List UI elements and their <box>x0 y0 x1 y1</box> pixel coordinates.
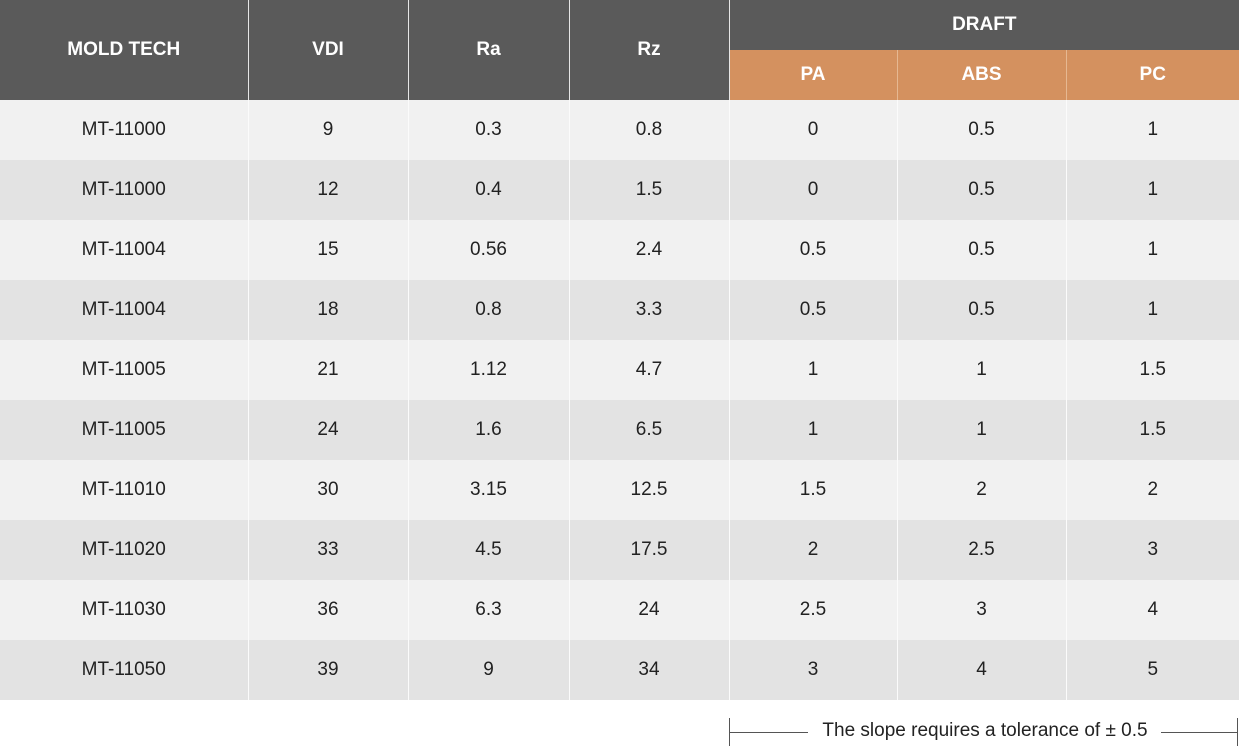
cell-pc: 1 <box>1066 160 1239 220</box>
cell-rz: 1.5 <box>569 160 730 220</box>
table-row: MT-11005 21 1.12 4.7 1 1 1.5 <box>0 340 1239 400</box>
cell-rz: 34 <box>569 640 730 700</box>
cell-ra: 1.6 <box>408 400 570 460</box>
cell-pa: 2.5 <box>729 580 898 640</box>
cell-abs: 2.5 <box>897 520 1067 580</box>
cell-ra: 4.5 <box>408 520 570 580</box>
cell-mold-tech: MT-11000 <box>0 160 249 220</box>
cell-pa: 0 <box>729 160 898 220</box>
cell-rz: 3.3 <box>569 280 730 340</box>
cell-ra: 0.8 <box>408 280 570 340</box>
cell-pa: 0.5 <box>729 280 898 340</box>
cell-ra: 0.3 <box>408 100 570 160</box>
cell-pc: 3 <box>1066 520 1239 580</box>
table-row: MT-11004 15 0.56 2.4 0.5 0.5 1 <box>0 220 1239 280</box>
table-row: MT-11000 12 0.4 1.5 0 0.5 1 <box>0 160 1239 220</box>
cell-pa: 2 <box>729 520 898 580</box>
tolerance-note: The slope requires a tolerance of ± 0.5 <box>822 720 1148 741</box>
bracket-right-line <box>1161 732 1237 733</box>
cell-abs: 2 <box>897 460 1067 520</box>
cell-mold-tech: MT-11005 <box>0 340 249 400</box>
cell-pc: 1 <box>1066 100 1239 160</box>
table-row: MT-11030 36 6.3 24 2.5 3 4 <box>0 580 1239 640</box>
cell-mold-tech: MT-11004 <box>0 220 249 280</box>
table-row: MT-11050 39 9 34 3 4 5 <box>0 640 1239 700</box>
cell-mold-tech: MT-11050 <box>0 640 249 700</box>
mold-tech-table: MOLD TECH VDI Ra Rz DRAFT PA ABS PC MT-1… <box>0 0 1239 700</box>
cell-vdi: 24 <box>248 400 409 460</box>
cell-vdi: 30 <box>248 460 409 520</box>
cell-vdi: 18 <box>248 280 409 340</box>
cell-vdi: 21 <box>248 340 409 400</box>
cell-abs: 1 <box>897 400 1067 460</box>
cell-ra: 1.12 <box>408 340 570 400</box>
cell-rz: 2.4 <box>569 220 730 280</box>
cell-abs: 0.5 <box>897 220 1067 280</box>
cell-pc: 4 <box>1066 580 1239 640</box>
cell-rz: 17.5 <box>569 520 730 580</box>
cell-ra: 9 <box>408 640 570 700</box>
column-header-vdi: VDI <box>248 0 409 100</box>
tolerance-note-bracket: The slope requires a tolerance of ± 0.5 <box>729 716 1238 748</box>
cell-abs: 1 <box>897 340 1067 400</box>
cell-vdi: 9 <box>248 100 409 160</box>
cell-pa: 1 <box>729 400 898 460</box>
cell-pa: 0.5 <box>729 220 898 280</box>
table-row: MT-11004 18 0.8 3.3 0.5 0.5 1 <box>0 280 1239 340</box>
cell-abs: 3 <box>897 580 1067 640</box>
cell-pc: 1 <box>1066 220 1239 280</box>
table-header: MOLD TECH VDI Ra Rz DRAFT PA ABS PC <box>0 0 1239 100</box>
table-row: MT-11020 33 4.5 17.5 2 2.5 3 <box>0 520 1239 580</box>
column-header-rz: Rz <box>569 0 730 100</box>
cell-abs: 0.5 <box>897 160 1067 220</box>
cell-vdi: 15 <box>248 220 409 280</box>
bracket-left-line <box>730 732 808 733</box>
cell-ra: 0.56 <box>408 220 570 280</box>
cell-rz: 12.5 <box>569 460 730 520</box>
cell-rz: 0.8 <box>569 100 730 160</box>
column-header-ra: Ra <box>408 0 570 100</box>
cell-vdi: 12 <box>248 160 409 220</box>
table-body: MT-11000 9 0.3 0.8 0 0.5 1 MT-11000 12 0… <box>0 100 1239 700</box>
bracket-left-tick <box>729 718 730 746</box>
cell-rz: 24 <box>569 580 730 640</box>
cell-abs: 4 <box>897 640 1067 700</box>
column-header-abs: ABS <box>897 50 1067 100</box>
cell-pc: 1.5 <box>1066 400 1239 460</box>
column-group-header-draft: DRAFT <box>729 0 1239 50</box>
table-row: MT-11005 24 1.6 6.5 1 1 1.5 <box>0 400 1239 460</box>
cell-mold-tech: MT-11000 <box>0 100 249 160</box>
table-row: MT-11010 30 3.15 12.5 1.5 2 2 <box>0 460 1239 520</box>
cell-ra: 3.15 <box>408 460 570 520</box>
cell-pa: 1 <box>729 340 898 400</box>
cell-pc: 2 <box>1066 460 1239 520</box>
cell-mold-tech: MT-11005 <box>0 400 249 460</box>
column-header-pa: PA <box>729 50 898 100</box>
cell-rz: 6.5 <box>569 400 730 460</box>
bracket-right-tick <box>1237 718 1238 746</box>
cell-vdi: 33 <box>248 520 409 580</box>
column-header-mold-tech: MOLD TECH <box>0 0 249 100</box>
cell-abs: 0.5 <box>897 100 1067 160</box>
column-header-pc: PC <box>1066 50 1239 100</box>
cell-pa: 3 <box>729 640 898 700</box>
cell-pc: 5 <box>1066 640 1239 700</box>
cell-vdi: 39 <box>248 640 409 700</box>
cell-pa: 1.5 <box>729 460 898 520</box>
cell-rz: 4.7 <box>569 340 730 400</box>
cell-mold-tech: MT-11020 <box>0 520 249 580</box>
cell-ra: 0.4 <box>408 160 570 220</box>
cell-mold-tech: MT-11004 <box>0 280 249 340</box>
cell-pc: 1 <box>1066 280 1239 340</box>
cell-vdi: 36 <box>248 580 409 640</box>
cell-mold-tech: MT-11030 <box>0 580 249 640</box>
cell-pa: 0 <box>729 100 898 160</box>
cell-ra: 6.3 <box>408 580 570 640</box>
cell-mold-tech: MT-11010 <box>0 460 249 520</box>
cell-pc: 1.5 <box>1066 340 1239 400</box>
cell-abs: 0.5 <box>897 280 1067 340</box>
table-row: MT-11000 9 0.3 0.8 0 0.5 1 <box>0 100 1239 160</box>
